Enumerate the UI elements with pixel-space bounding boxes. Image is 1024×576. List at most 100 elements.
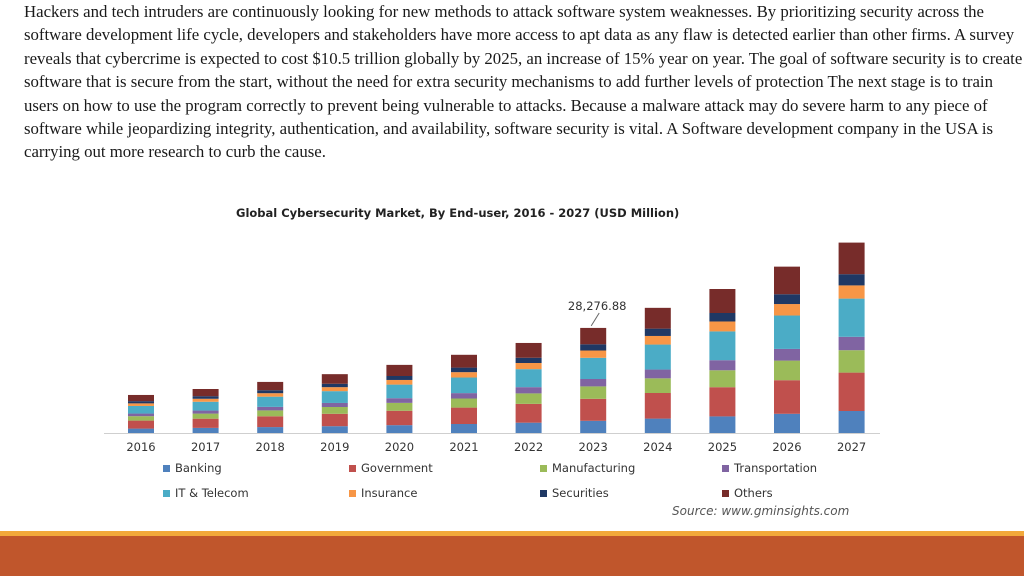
bar-segment-securities-2024 [644, 328, 671, 336]
bar-segment-banking-2023 [580, 420, 607, 433]
bar-segment-government-2018 [257, 416, 284, 428]
bar-segment-insurance-2023 [580, 350, 607, 358]
bar-segment-manufacturing-2016 [128, 416, 154, 421]
bar-segment-insurance-2018 [257, 393, 284, 397]
bar-segment-securities-2023 [580, 344, 607, 351]
bar-segment-manufacturing-2018 [257, 410, 284, 417]
bar-segment-it-telecom-2023 [580, 357, 607, 379]
bar-segment-transportation-2024 [644, 369, 671, 379]
bar-stacks [128, 242, 865, 433]
bar-segment-government-2026 [774, 380, 800, 414]
bar-segment-banking-2019 [321, 426, 348, 433]
bar-segment-others-2020 [386, 364, 413, 376]
x-tick-label-2019: 2019 [320, 440, 349, 454]
bar-segment-it-telecom-2025 [709, 331, 736, 361]
body-paragraph: Hackers and tech intruders are continuou… [24, 2, 1023, 162]
bar-segment-securities-2027 [838, 274, 865, 286]
bar-segment-government-2024 [644, 393, 671, 419]
bar-segment-securities-2016 [128, 401, 154, 404]
bar-segment-manufacturing-2019 [321, 407, 348, 414]
bar-segment-government-2020 [386, 410, 413, 426]
bar-segment-securities-2019 [321, 383, 348, 388]
legend-label-government: Government [361, 461, 433, 475]
bar-segment-others-2025 [709, 289, 736, 313]
bar-segment-government-2023 [580, 398, 607, 421]
legend-swatch-others [722, 490, 729, 497]
bar-segment-insurance-2022 [515, 363, 542, 370]
bar-segment-it-telecom-2018 [257, 396, 284, 407]
bar-segment-manufacturing-2022 [515, 393, 542, 404]
bar-segment-insurance-2026 [774, 304, 800, 316]
legend-label-securities: Securities [552, 486, 609, 500]
bar-segment-manufacturing-2027 [838, 350, 865, 373]
bar-segment-transportation-2021 [451, 393, 477, 399]
bar-segment-others-2016 [128, 394, 154, 402]
bar-segment-manufacturing-2020 [386, 402, 413, 411]
bar-segment-banking-2027 [838, 411, 865, 433]
bar-segment-manufacturing-2023 [580, 386, 607, 399]
bar-segment-insurance-2027 [838, 285, 865, 299]
bar-segment-banking-2025 [709, 416, 736, 433]
legend-swatch-transportation [722, 465, 729, 472]
bar-segment-banking-2017 [192, 427, 219, 433]
bar-segment-others-2026 [774, 266, 800, 295]
source-note: Source: www.gminsights.com [672, 504, 850, 518]
legend-swatch-manufacturing [540, 465, 547, 472]
bar-segment-securities-2025 [709, 313, 736, 322]
bar-segment-transportation-2016 [128, 413, 154, 417]
bar-segment-insurance-2016 [128, 403, 154, 406]
chart-title: Global Cybersecurity Market, By End-user… [236, 206, 680, 220]
legend-swatch-securities [540, 490, 547, 497]
bar-segment-manufacturing-2017 [192, 413, 219, 419]
legend-label-others: Others [734, 486, 773, 500]
annotation-value-label: 28,276.88 [568, 299, 627, 313]
bar-segment-transportation-2017 [192, 410, 219, 414]
bar-segment-it-telecom-2019 [321, 391, 348, 403]
bar-segment-banking-2016 [128, 428, 154, 433]
bar-segment-it-telecom-2021 [451, 377, 477, 394]
bar-segment-insurance-2025 [709, 321, 736, 332]
bar-segment-it-telecom-2022 [515, 369, 542, 388]
bar-segment-insurance-2017 [192, 398, 219, 402]
bar-segment-transportation-2020 [386, 398, 413, 403]
bar-segment-banking-2018 [257, 427, 284, 433]
bar-segment-banking-2020 [386, 425, 413, 433]
bar-segment-it-telecom-2017 [192, 401, 219, 411]
x-tick-label-2024: 2024 [643, 440, 672, 454]
bar-segment-others-2022 [515, 342, 542, 358]
legend: Banking Government Manufacturing Transporta… [163, 461, 817, 500]
bar-segment-government-2022 [515, 403, 542, 423]
bar-segment-others-2017 [192, 389, 219, 397]
x-tick-label-2026: 2026 [772, 440, 801, 454]
bar-segment-government-2021 [451, 407, 477, 424]
bar-segment-transportation-2022 [515, 387, 542, 394]
bar-segment-it-telecom-2024 [644, 344, 671, 370]
bar-segment-others-2024 [644, 307, 671, 329]
bar-segment-transportation-2026 [774, 348, 800, 361]
bar-segment-others-2019 [321, 374, 348, 384]
bar-segment-securities-2021 [451, 367, 477, 373]
bar-segment-securities-2018 [257, 390, 284, 394]
legend-label-banking: Banking [175, 461, 222, 475]
bar-segment-securities-2022 [515, 357, 542, 363]
bar-segment-government-2025 [709, 387, 736, 417]
bar-segment-insurance-2020 [386, 379, 413, 385]
bar-segment-transportation-2027 [838, 336, 865, 351]
legend-label-transportation: Transportation [733, 461, 817, 475]
bar-segment-banking-2026 [774, 413, 800, 433]
bar-segment-manufacturing-2024 [644, 378, 671, 393]
bar-segment-it-telecom-2020 [386, 384, 413, 399]
bar-segment-insurance-2019 [321, 387, 348, 392]
bar-segment-manufacturing-2025 [709, 370, 736, 388]
bar-segment-transportation-2023 [580, 379, 607, 387]
legend-label-it-telecom: IT & Telecom [175, 486, 249, 500]
x-tick-label-2027: 2027 [837, 440, 866, 454]
bar-segment-others-2027 [838, 242, 865, 275]
x-tick-label-2016: 2016 [126, 440, 155, 454]
x-tick-label-2020: 2020 [385, 440, 414, 454]
bar-segment-it-telecom-2027 [838, 298, 865, 337]
x-tick-label-2025: 2025 [708, 440, 737, 454]
legend-swatch-it-telecom [163, 490, 170, 497]
bar-segment-manufacturing-2021 [451, 398, 477, 408]
bar-segment-banking-2021 [451, 424, 477, 433]
